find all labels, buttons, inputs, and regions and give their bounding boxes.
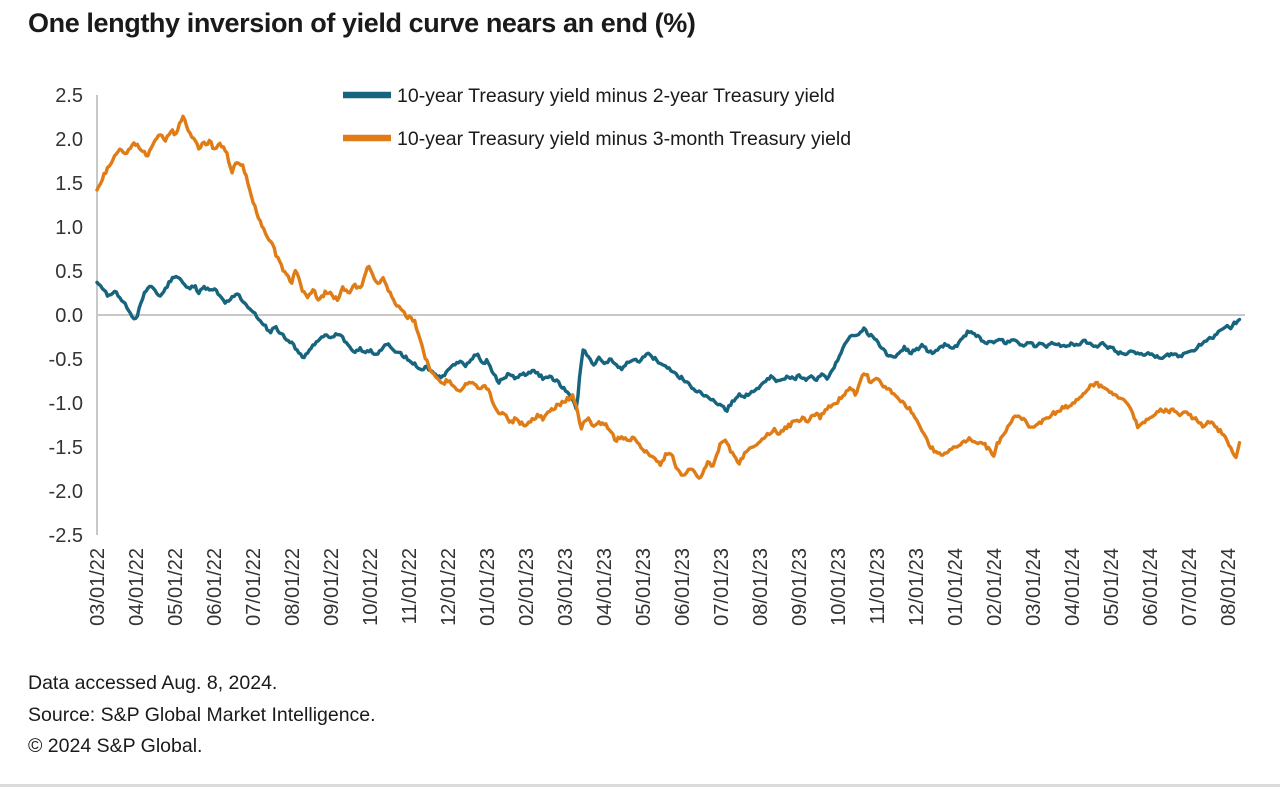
x-tick-label: 04/01/23	[594, 548, 616, 626]
x-tick-label: 09/01/23	[789, 548, 811, 626]
x-tick-label: 04/01/24	[1062, 548, 1084, 626]
y-tick-label: 2.5	[55, 85, 83, 107]
x-tick-label: 08/01/23	[750, 548, 772, 626]
y-tick-label: -1.5	[49, 437, 83, 459]
x-tick-label: 11/01/23	[867, 548, 889, 624]
x-tick-label: 07/01/22	[243, 548, 265, 626]
x-tick-label: 07/01/23	[711, 548, 733, 626]
x-tick-label: 10/01/23	[828, 548, 850, 626]
y-tick-label: -2.5	[49, 525, 83, 547]
y-tick-label: 0.0	[55, 305, 83, 327]
x-tick-label: 09/01/22	[321, 548, 343, 626]
x-tick-label: 07/01/24	[1179, 548, 1201, 626]
series-line-10y-minus-3m	[95, 114, 1242, 480]
series-line-10y-minus-2y	[95, 274, 1242, 413]
x-tick-label: 04/01/22	[126, 548, 148, 626]
x-tick-label: 11/01/22	[399, 548, 421, 624]
bottom-divider	[0, 784, 1280, 787]
x-tick-label: 08/01/22	[282, 548, 304, 626]
y-tick-label: 1.5	[55, 173, 83, 195]
x-tick-label: 02/01/24	[984, 548, 1006, 626]
copyright-line: © 2024 S&P Global.	[28, 735, 203, 757]
x-tick-label: 03/01/24	[1023, 548, 1045, 626]
y-tick-label: 2.0	[55, 129, 83, 151]
source-note: Data accessed Aug. 8, 2024. Source: S&P …	[28, 668, 376, 763]
x-tick-label: 03/01/23	[555, 548, 577, 626]
y-tick-label: 0.5	[55, 261, 83, 283]
x-tick-label: 06/01/24	[1140, 548, 1162, 626]
legend-label: 10-year Treasury yield minus 3-month Tre…	[397, 128, 851, 150]
x-tick-label: 06/01/22	[204, 548, 226, 626]
x-tick-label: 10/01/22	[360, 548, 382, 626]
y-tick-label: -1.0	[49, 393, 83, 415]
x-tick-label: 05/01/24	[1101, 548, 1123, 626]
x-tick-label: 02/01/23	[516, 548, 538, 626]
x-tick-label: 12/01/23	[906, 548, 928, 626]
y-tick-label: -2.0	[49, 481, 83, 503]
y-tick-label: 1.0	[55, 217, 83, 239]
x-tick-label: 08/01/24	[1218, 548, 1240, 626]
legend-label: 10-year Treasury yield minus 2-year Trea…	[397, 85, 835, 107]
x-tick-label: 01/01/23	[477, 548, 499, 626]
data-accessed-note: Data accessed Aug. 8, 2024.	[28, 672, 278, 694]
x-tick-label: 05/01/22	[165, 548, 187, 626]
x-tick-label: 06/01/23	[672, 548, 694, 626]
chart-title: One lengthy inversion of yield curve nea…	[28, 8, 696, 38]
x-tick-label: 03/01/22	[87, 548, 109, 626]
x-tick-label: 12/01/22	[438, 548, 460, 626]
yield-curve-chart: 2.52.01.51.00.50.0-0.5-1.0-1.5-2.0-2.503…	[49, 85, 1245, 626]
x-tick-label: 01/01/24	[945, 548, 967, 626]
y-tick-label: -0.5	[49, 349, 83, 371]
x-tick-label: 05/01/23	[633, 548, 655, 626]
source-line: Source: S&P Global Market Intelligence.	[28, 703, 376, 726]
